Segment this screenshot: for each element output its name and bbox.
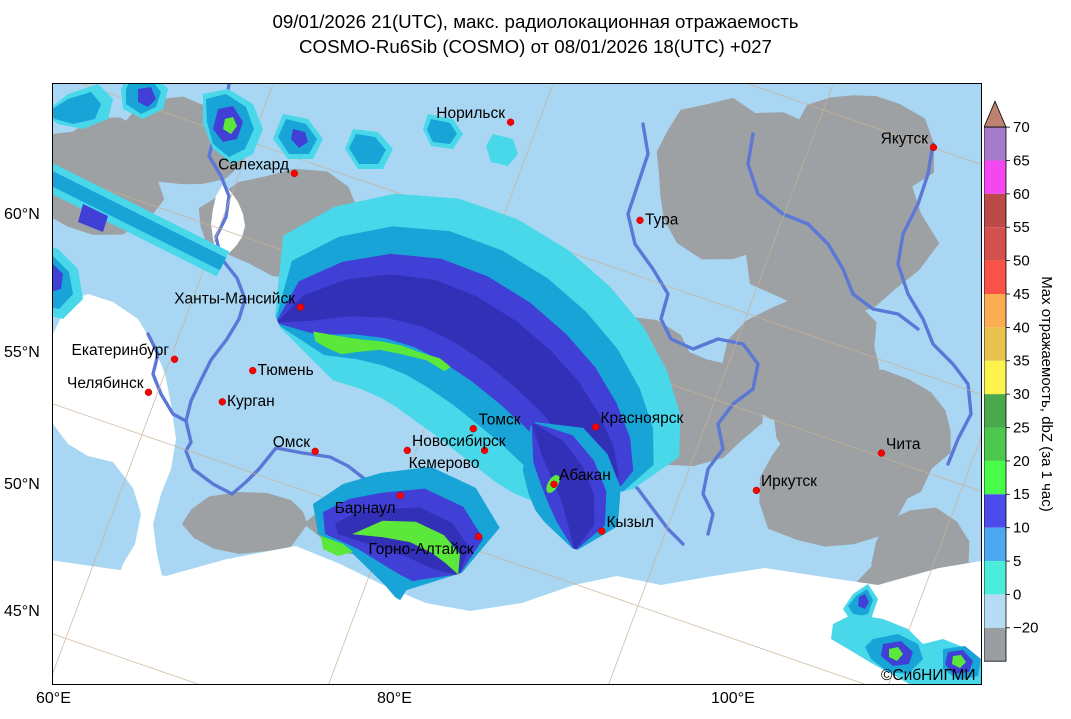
svg-text:0: 0	[1013, 586, 1021, 603]
svg-text:Норильск: Норильск	[436, 105, 505, 122]
svg-text:Екатеринбург: Екатеринбург	[71, 342, 169, 359]
svg-text:65: 65	[1013, 152, 1030, 169]
svg-text:10: 10	[1013, 520, 1030, 537]
svg-text:Якутск: Якутск	[881, 131, 929, 148]
svg-text:Красноярск: Красноярск	[601, 410, 684, 427]
svg-text:Томск: Томск	[479, 412, 521, 429]
svg-text:Омск: Омск	[273, 434, 310, 451]
svg-text:Иркутск: Иркутск	[761, 473, 817, 490]
svg-text:Тюмень: Тюмень	[258, 362, 314, 379]
svg-text:Кемерово: Кемерово	[409, 455, 480, 472]
svg-text:60: 60	[1013, 186, 1030, 203]
svg-text:55: 55	[1013, 219, 1030, 236]
svg-text:30: 30	[1013, 386, 1030, 403]
svg-text:Салехард: Салехард	[218, 157, 289, 174]
svg-text:25: 25	[1013, 419, 1030, 436]
svg-text:15: 15	[1013, 486, 1030, 503]
svg-text:Курган: Курган	[227, 393, 275, 410]
svg-text:Барнаул: Барнаул	[335, 500, 396, 517]
svg-text:Абакан: Абакан	[559, 467, 611, 484]
svg-text:35: 35	[1013, 353, 1030, 370]
svg-text:70: 70	[1013, 119, 1030, 136]
svg-text:Челябинск: Челябинск	[67, 375, 144, 392]
svg-text:Кызыл: Кызыл	[607, 514, 654, 531]
svg-text:−20: −20	[1013, 620, 1038, 637]
svg-text:20: 20	[1013, 453, 1030, 470]
svg-text:Тура: Тура	[645, 212, 679, 229]
svg-text:Новосибирск: Новосибирск	[412, 433, 506, 450]
svg-text:Ханты-Мансийск: Ханты-Мансийск	[174, 291, 295, 308]
svg-text:Max отражаемость, dbZ (за 1 ча: Max отражаемость, dbZ (за 1 час)	[1038, 276, 1055, 512]
svg-text:45: 45	[1013, 286, 1030, 303]
svg-text:Горно-Алтайск: Горно-Алтайск	[368, 541, 473, 558]
svg-text:50: 50	[1013, 253, 1030, 270]
svg-text:5: 5	[1013, 553, 1021, 570]
svg-text:Чита: Чита	[886, 436, 921, 453]
svg-text:40: 40	[1013, 319, 1030, 336]
